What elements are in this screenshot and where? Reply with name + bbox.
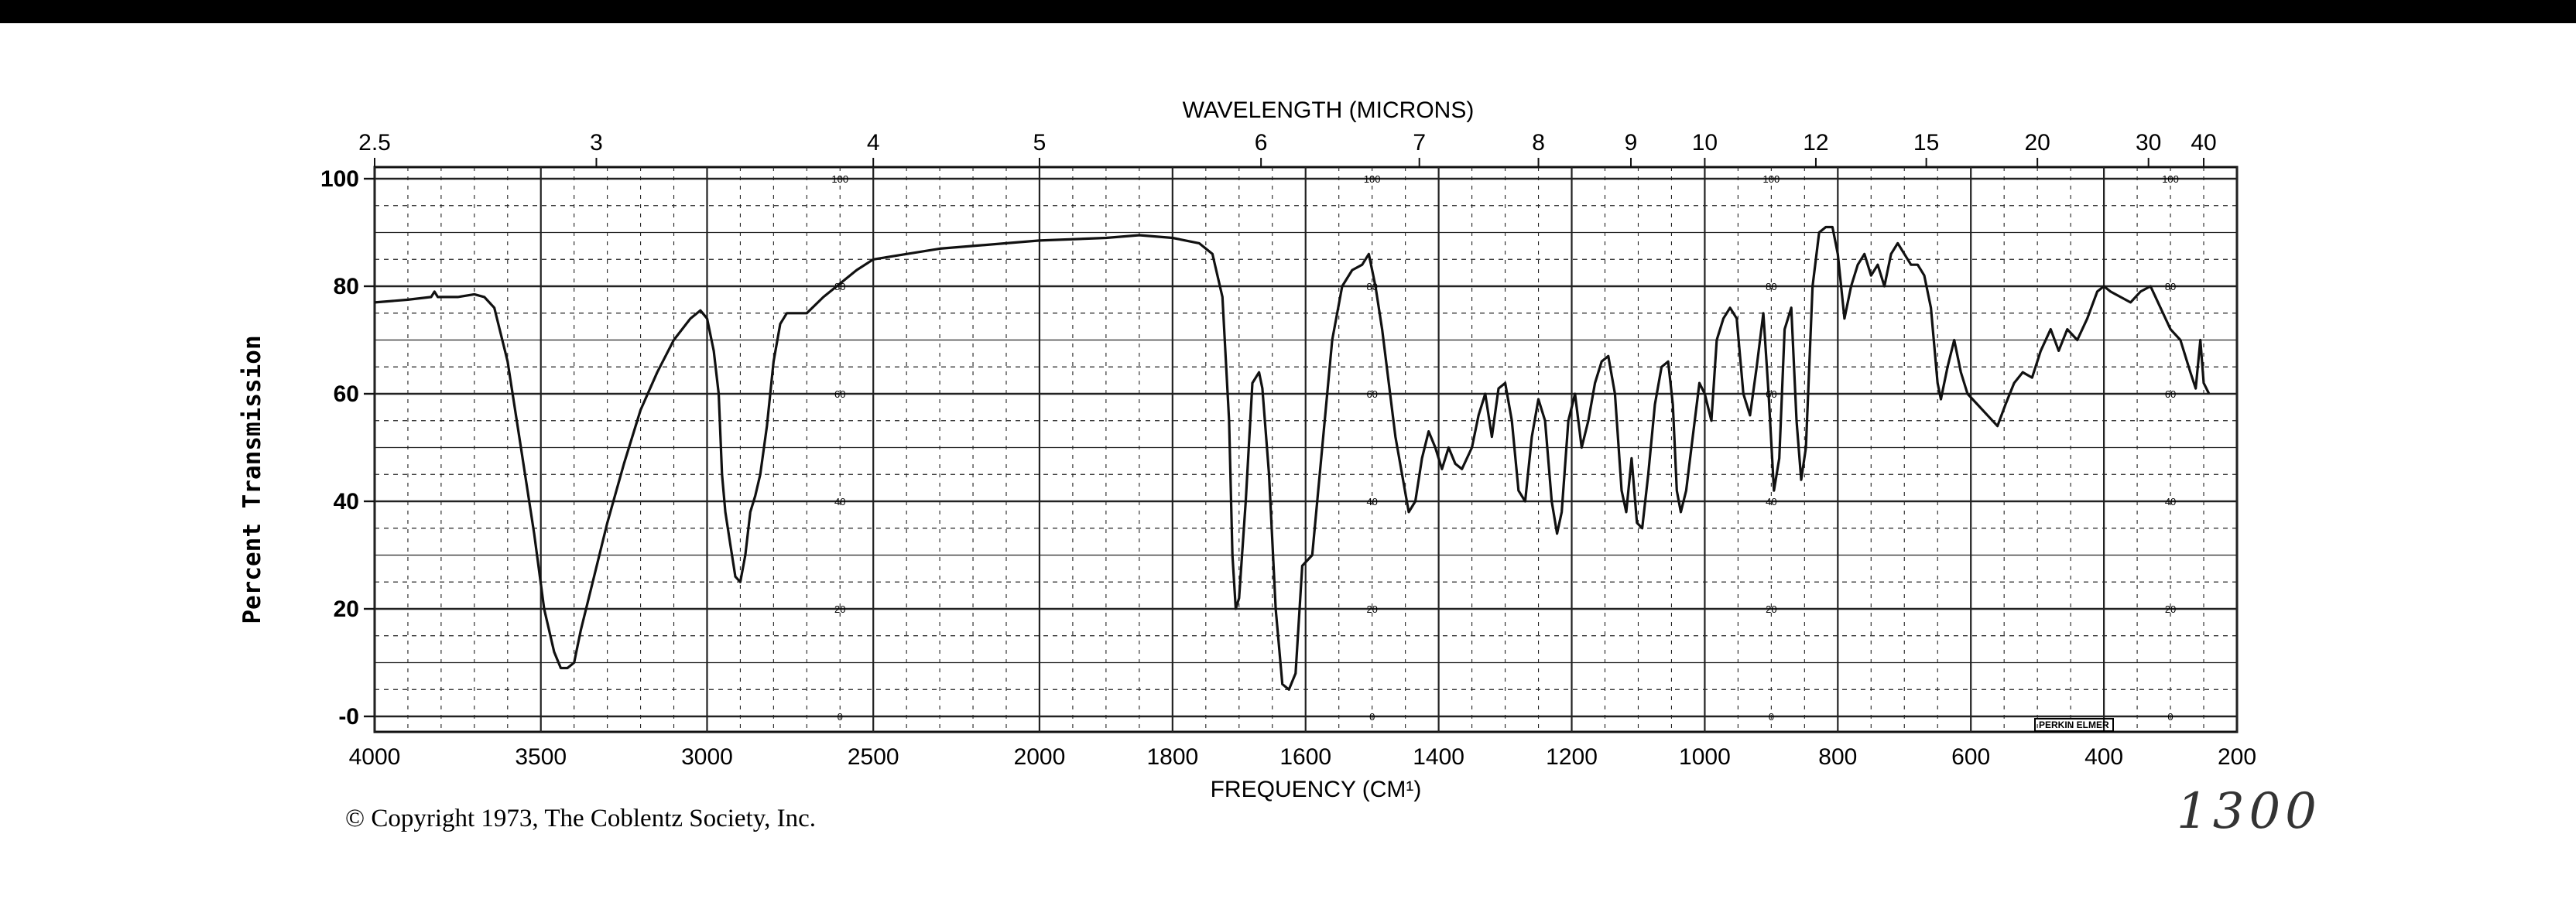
- wavelength-tick-label: 3: [590, 130, 603, 156]
- inner-scale-label: 20: [834, 603, 845, 615]
- inner-scale-label: 40: [1366, 496, 1377, 508]
- y-tick-label: 60: [334, 381, 359, 407]
- inner-scale-label: 100: [2162, 173, 2179, 185]
- inner-scale-label: 60: [834, 388, 845, 400]
- inner-scale-label: 80: [2165, 281, 2176, 292]
- wavelength-tick-label: 8: [1532, 130, 1545, 156]
- inner-scale-label: 80: [834, 281, 845, 292]
- chart-ticks: 4000 3500 3000 2500 2000 1800 1600 1400 1200 1000…: [320, 130, 2256, 770]
- scan-top-border: [0, 0, 2576, 23]
- inner-scale-label: 60: [2165, 388, 2176, 400]
- wavelength-tick-label: 2.5: [358, 130, 391, 156]
- x-tick-label: 3000: [681, 744, 733, 770]
- inner-scale-label: 60: [1366, 388, 1377, 400]
- inner-scale-label: 40: [2165, 496, 2176, 508]
- y-tick-label: 100: [320, 166, 359, 192]
- spectrum-series-line: [374, 225, 2211, 691]
- x-tick-label: 2500: [848, 744, 899, 770]
- wavelength-tick-label: 20: [2024, 130, 2050, 156]
- wavelength-tick-label: 30: [2136, 130, 2161, 156]
- y-tick-label: -0: [338, 704, 359, 730]
- wavelength-tick-label: 6: [1255, 130, 1268, 156]
- x-tick-label: 1400: [1413, 744, 1464, 770]
- inner-scale-label: 100: [831, 173, 848, 185]
- inner-scale-label: 20: [1366, 603, 1377, 615]
- wavelength-tick-label: 4: [867, 130, 880, 156]
- instrument-label: PERKIN ELMER: [2034, 718, 2114, 732]
- handwritten-note: 1300: [2177, 783, 2321, 840]
- inner-scale-label: 100: [1364, 173, 1381, 185]
- x-tick-label: 1000: [1679, 744, 1731, 770]
- x-tick-label: 400: [2084, 744, 2123, 770]
- inner-scale-label: 80: [1766, 281, 1776, 292]
- x-tick-label: 1800: [1146, 744, 1198, 770]
- inner-scale-label: 0: [838, 711, 843, 723]
- x-tick-label: 1600: [1279, 744, 1331, 770]
- inner-scale-label: 20: [2165, 603, 2176, 615]
- y-tick-label: 80: [334, 274, 359, 299]
- x-tick-label: 4000: [349, 744, 401, 770]
- y-tick-label: 20: [334, 596, 359, 622]
- wavelength-tick-label: 5: [1033, 130, 1046, 156]
- x-tick-label: 800: [1818, 744, 1857, 770]
- wavelength-tick-label: 15: [1913, 130, 1939, 156]
- y-tick-label: 40: [334, 489, 359, 514]
- y-axis-title: Percent Transmission: [238, 335, 266, 624]
- inner-scale-label: 0: [1769, 711, 1774, 723]
- inner-scale-label: 20: [1766, 603, 1776, 615]
- wavelength-tick-label: 40: [2191, 130, 2216, 156]
- wavelength-tick-label: 12: [1803, 130, 1828, 156]
- x-tick-label: 1200: [1546, 744, 1598, 770]
- x-tick-label: 200: [2218, 744, 2256, 770]
- x-tick-label: 3500: [515, 744, 567, 770]
- inner-scale-label: 40: [1766, 496, 1776, 508]
- x-tick-label: 2000: [1014, 744, 1066, 770]
- chart-grid: [373, 166, 2239, 733]
- wavelength-tick-label: 9: [1625, 130, 1638, 156]
- inner-scale-label: 40: [834, 496, 845, 508]
- copyright-text: © Copyright 1973, The Coblentz Society, …: [345, 805, 816, 832]
- wavelength-tick-label: 10: [1692, 130, 1718, 156]
- wavelength-tick-label: 7: [1413, 130, 1426, 156]
- x-axis-title: FREQUENCY (CM¹): [1211, 777, 1422, 802]
- inner-scale-label: 0: [1369, 711, 1375, 723]
- inner-scale-label: 0: [2167, 711, 2173, 723]
- x-tick-label: 600: [1951, 744, 1990, 770]
- inner-scale-label: 100: [1763, 173, 1780, 185]
- top-axis-title: WAVELENGTH (MICRONS): [1183, 97, 1475, 123]
